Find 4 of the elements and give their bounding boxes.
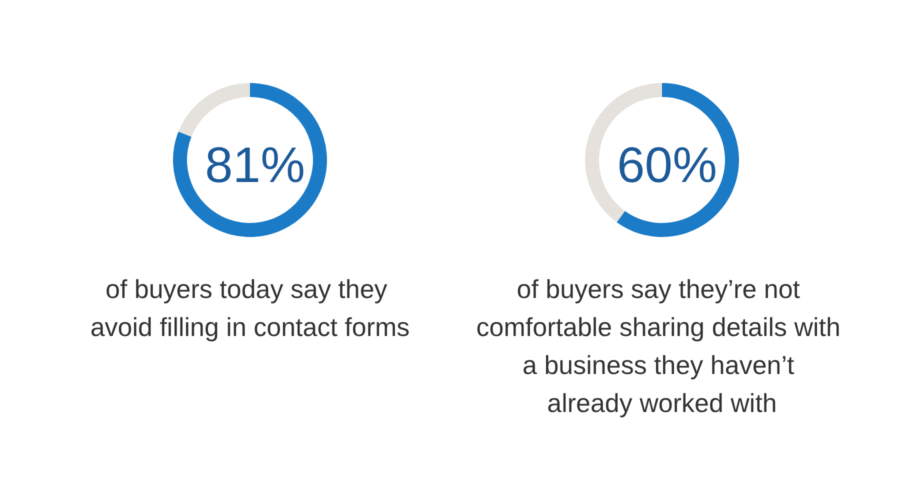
text: of buyers today say they avoid filling in contact forms [90, 274, 410, 342]
text: 60% [616, 137, 718, 193]
text: of buyers say they’re not comfortable sharing details with a business they haven’t already worked with [476, 274, 848, 418]
text: 81% [204, 137, 306, 193]
